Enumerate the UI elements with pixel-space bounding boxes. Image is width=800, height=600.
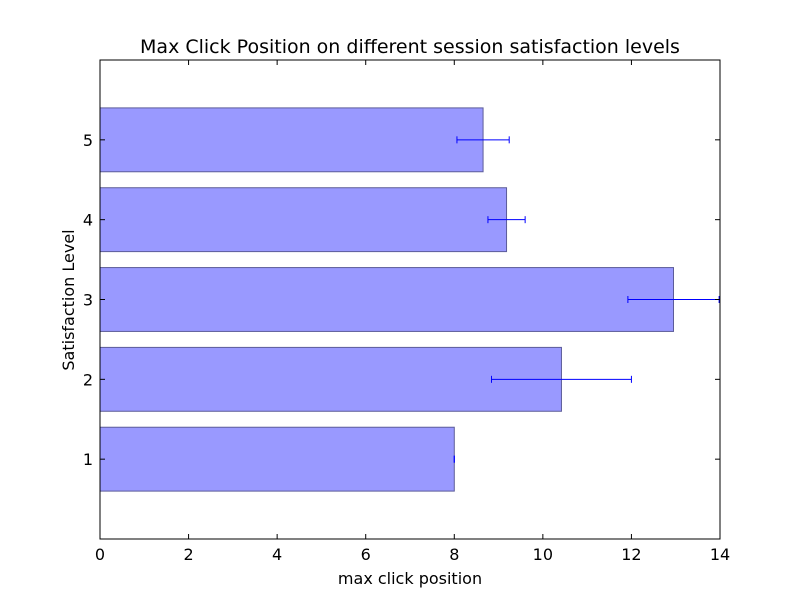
x-axis-label: max click position bbox=[338, 569, 482, 588]
chart-title: Max Click Position on different session … bbox=[140, 36, 680, 58]
y-tick-label: 3 bbox=[83, 291, 93, 310]
y-axis-ticks: 1 2 3 4 5 bbox=[83, 131, 720, 469]
x-tick-label: 4 bbox=[272, 545, 282, 564]
bar-level-4 bbox=[99, 187, 508, 253]
x-tick-label: 6 bbox=[361, 545, 371, 564]
y-tick-label: 5 bbox=[83, 131, 93, 150]
y-tick-label: 4 bbox=[83, 211, 93, 230]
y-axis-label: Satisfaction Level bbox=[59, 229, 78, 370]
y-tick-label: 2 bbox=[83, 370, 93, 389]
bar-level-2 bbox=[99, 346, 562, 412]
x-tick-label: 8 bbox=[449, 545, 459, 564]
x-tick-label: 0 bbox=[95, 545, 105, 564]
bar-level-1 bbox=[99, 426, 455, 492]
error-bar-level-2 bbox=[490, 375, 632, 383]
x-axis-ticks: 0 2 4 6 8 10 12 14 bbox=[95, 60, 730, 564]
error-bars-group bbox=[453, 136, 720, 463]
error-bar-level-4 bbox=[487, 216, 526, 224]
bar-level-3 bbox=[99, 267, 674, 332]
x-tick-label: 2 bbox=[183, 545, 193, 564]
error-bar-level-5 bbox=[456, 136, 510, 144]
x-tick-label: 10 bbox=[533, 545, 553, 564]
bars-group bbox=[99, 107, 674, 492]
y-tick-label: 1 bbox=[83, 450, 93, 469]
x-tick-label: 12 bbox=[621, 545, 641, 564]
x-tick-label: 14 bbox=[710, 545, 730, 564]
bar-level-5 bbox=[99, 107, 484, 173]
